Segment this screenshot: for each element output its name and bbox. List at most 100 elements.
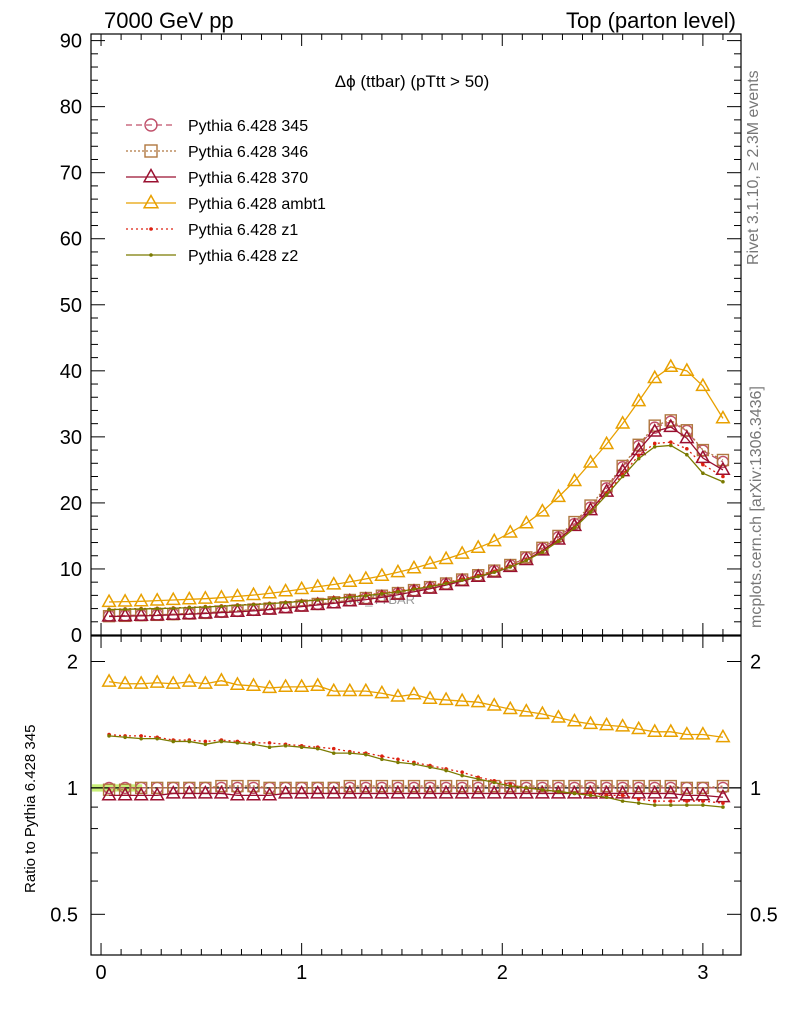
y-tick-label: 30 [60,427,82,449]
data-point-dot [396,760,400,765]
data-point-square [343,779,356,793]
data-point-dot [508,784,513,788]
data-point-triangle [165,606,181,621]
data-point-dot [444,768,448,773]
ratio-series-5 [107,734,725,809]
data-point-dot [476,777,480,781]
data-point-triangle [454,785,470,799]
data-point-dot [123,735,127,740]
data-point-dot [315,746,320,751]
data-point-dot [171,739,176,744]
ratio-y-tick-label-right: 0.5 [750,904,778,926]
data-point-dot [364,593,368,598]
data-point-triangle [245,602,262,617]
y-tick-label: 90 [60,31,82,53]
legend-entry: Pythia 6.428 346 [126,144,308,161]
data-point-triangle [406,685,422,700]
data-point-dot [364,752,368,757]
data-point-dot [588,793,593,798]
legend-entry: Pythia 6.428 z1 [126,222,298,239]
legend-entry: Pythia 6.428 345 [126,118,308,135]
data-point-triangle [663,358,679,373]
data-point-triangle [663,418,679,433]
data-point-dot [219,604,224,609]
ratio-plot-panel: 0 1 2 3 0.5 0.5 1 1 2 2 [50,635,778,984]
data-point-dot [428,584,432,589]
data-point-dot [380,754,384,758]
data-point-triangle [679,429,695,444]
ratio-series-line [108,680,724,738]
data-point-triangle [326,682,342,697]
data-point-triangle [615,415,631,429]
data-point-dot [652,803,657,807]
data-point-dot [107,607,111,612]
data-point-dot [668,799,673,803]
data-point-triangle [310,578,326,592]
data-point-dot [572,791,577,796]
main-series-0 [102,415,730,623]
data-point-triangle [454,545,470,559]
data-point-square [648,779,661,793]
y-tick-label: 60 [60,229,82,251]
data-point-square [134,781,148,795]
data-point-square [144,144,158,158]
x-tick-label: 1 [296,962,307,984]
data-point-triangle [390,785,406,799]
data-point-dot [396,589,400,594]
data-point-triangle [715,409,731,424]
data-point-square [423,779,437,793]
data-point-triangle [566,785,583,799]
data-point-triangle [358,785,374,799]
data-point-square [664,779,677,793]
ratio-y-tick-label-left: 1 [67,778,78,800]
data-point-square [680,424,694,437]
data-point-dot [460,773,464,778]
data-point-dot [668,803,673,807]
data-point-triangle [566,712,583,727]
data-point-square [568,779,581,793]
data-point-triangle [149,674,165,688]
data-point-dot [331,746,336,751]
data-point-square [696,781,710,795]
data-point-triangle [197,605,213,619]
data-point-triangle [277,599,294,614]
data-point-dot [721,479,725,484]
data-point-dot [701,462,705,467]
main-series-line [109,419,724,617]
data-point-triangle [470,539,486,553]
header-left: 7000 GeV pp [104,8,234,33]
data-point-dot [139,607,143,611]
data-point-triangle [229,587,246,602]
data-point-dot [299,599,304,604]
data-point-dot [235,603,240,608]
data-point-triangle [261,786,278,801]
data-point-dot [155,736,160,741]
main-plot-frame [90,33,742,636]
data-point-triangle [663,785,679,799]
ratio-series-3 [101,672,731,743]
data-point-triangle [294,598,310,612]
data-point-triangle [133,675,149,689]
data-point-dot [123,607,127,612]
data-point-dot [412,587,416,591]
data-point-triangle [374,785,390,799]
ratio-plot-frame [90,635,742,956]
data-point-triangle [149,607,165,621]
data-point-triangle [142,193,160,209]
x-tick-label: 3 [697,962,708,984]
data-point-triangle [117,786,133,801]
data-point-triangle [518,514,534,529]
data-point-dot [428,765,432,770]
data-point-dot [721,801,725,805]
data-point-dot [652,799,657,803]
data-point-square [375,779,389,793]
data-point-dot [701,799,705,803]
data-point-triangle [518,785,534,799]
ratio-y-tick-label-left: 2 [67,651,78,673]
data-point-dot [331,596,336,601]
data-point-triangle [342,592,358,607]
chart-title: Δϕ (ttbar) (pTtt > 50) [335,72,490,91]
legend-entry: Pythia 6.428 ambt1 [126,193,326,213]
ratio-y-tick-label-right: 1 [750,778,761,800]
data-point-square [536,779,549,793]
